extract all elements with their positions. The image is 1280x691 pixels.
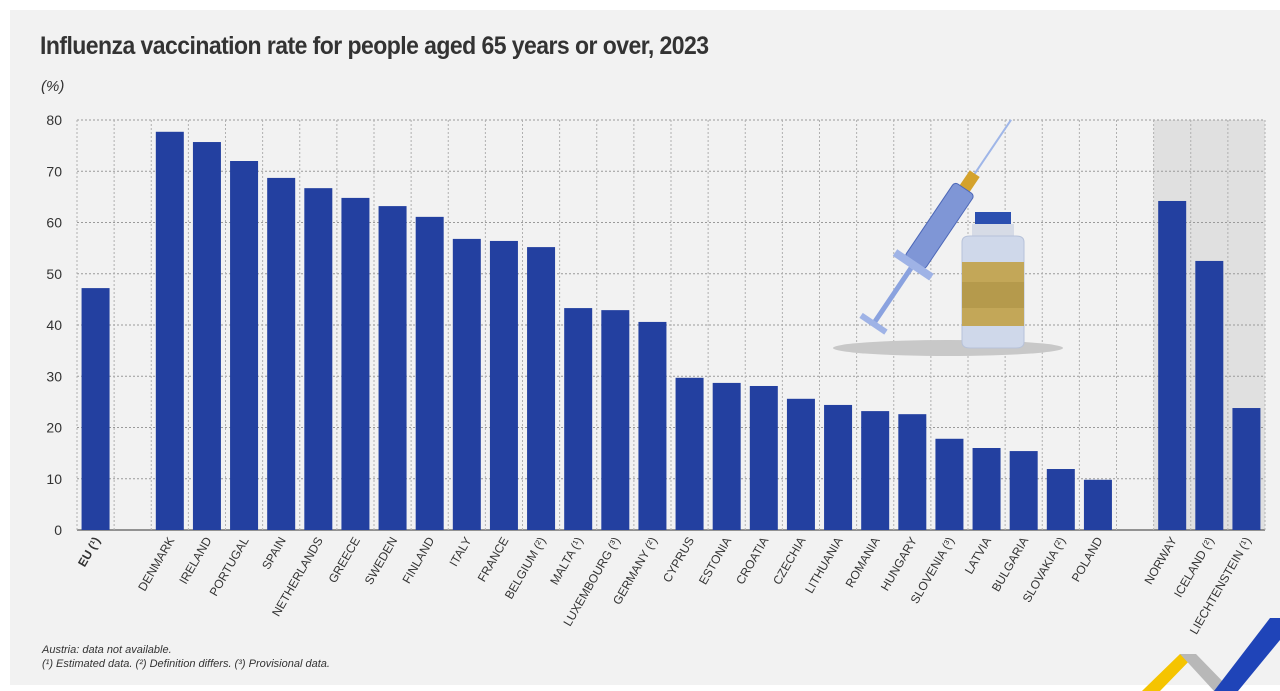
x-tick-label: EU (¹) [75,535,103,570]
x-tick-label: CZECHIA [770,535,808,588]
bar [972,448,1001,530]
x-tick-label: IRELAND [176,534,214,586]
x-tick-label: GREECE [326,535,363,586]
x-tick-label: NORWAY [1141,535,1179,587]
bar [341,197,370,530]
bar [267,177,296,530]
bar [192,142,221,530]
y-tick-label: 40 [46,317,62,333]
bar [1046,469,1075,530]
bar [675,377,704,530]
bar [1195,260,1224,530]
y-tick-label: 0 [54,522,62,538]
x-tick-label: SWEDEN [362,535,400,588]
y-tick-label: 70 [46,163,62,179]
chart-title: Influenza vaccination rate for people ag… [40,32,709,60]
x-tick-label: FINLAND [399,534,437,586]
y-tick-label: 20 [46,420,62,436]
bar [824,404,853,530]
x-tick-label: CYPRUS [660,535,697,585]
bar [489,240,518,530]
y-axis-unit: (%) [41,78,65,95]
bar [638,321,667,530]
x-tick-label: DENMARK [135,535,177,594]
bar [415,216,444,531]
bar [1009,451,1038,530]
x-tick-label: BULGARIA [989,535,1031,595]
syringe-icon [859,119,1012,335]
footnote-austria: Austria: data not available. [42,644,172,656]
bar [452,238,481,530]
x-tick-label: LATVIA [962,535,994,577]
illustration-shadow [833,340,1063,356]
y-tick-label: 30 [46,368,62,384]
bar [378,206,407,530]
y-tick-label: 10 [46,471,62,487]
eurostat-logo [1142,618,1280,691]
bar [564,308,593,530]
y-tick-label: 80 [46,112,62,128]
bar [1158,200,1187,530]
x-tick-label: ROMANIA [843,535,883,591]
footnote-legend: (¹) Estimated data. (²) Definition diffe… [42,658,330,670]
bar [81,288,110,530]
x-tick-label: MALTA (¹) [547,535,586,588]
bar [1232,408,1261,530]
x-tick-label: ITALY [446,535,474,569]
bar [898,414,927,530]
x-tick-label: FRANCE [475,535,512,585]
bar [749,385,778,530]
syringe-vial-illustration [833,119,1063,356]
x-tick-label: HUNGARY [878,535,920,594]
footnotes: Austria: data not available. (¹) Estimat… [42,643,330,671]
bar [1083,479,1112,530]
bar [230,161,259,530]
bar [601,310,630,530]
vial-icon [961,212,1025,349]
y-tick-label: 50 [46,266,62,282]
bar [527,247,556,530]
y-tick-label: 60 [46,215,62,231]
bar [861,411,890,530]
x-tick-label: CROATIA [733,535,771,587]
x-tick-label: POLAND [1069,534,1106,584]
x-tick-label: PORTUGAL [207,534,252,598]
bar [935,438,964,530]
x-tick-label: ESTONIA [696,535,734,587]
bar [155,131,184,530]
bar [786,398,815,530]
x-tick-label: SPAIN [259,535,289,572]
bar [304,188,333,530]
bar [712,382,741,530]
x-tick-label: LITHUANIA [802,535,845,596]
